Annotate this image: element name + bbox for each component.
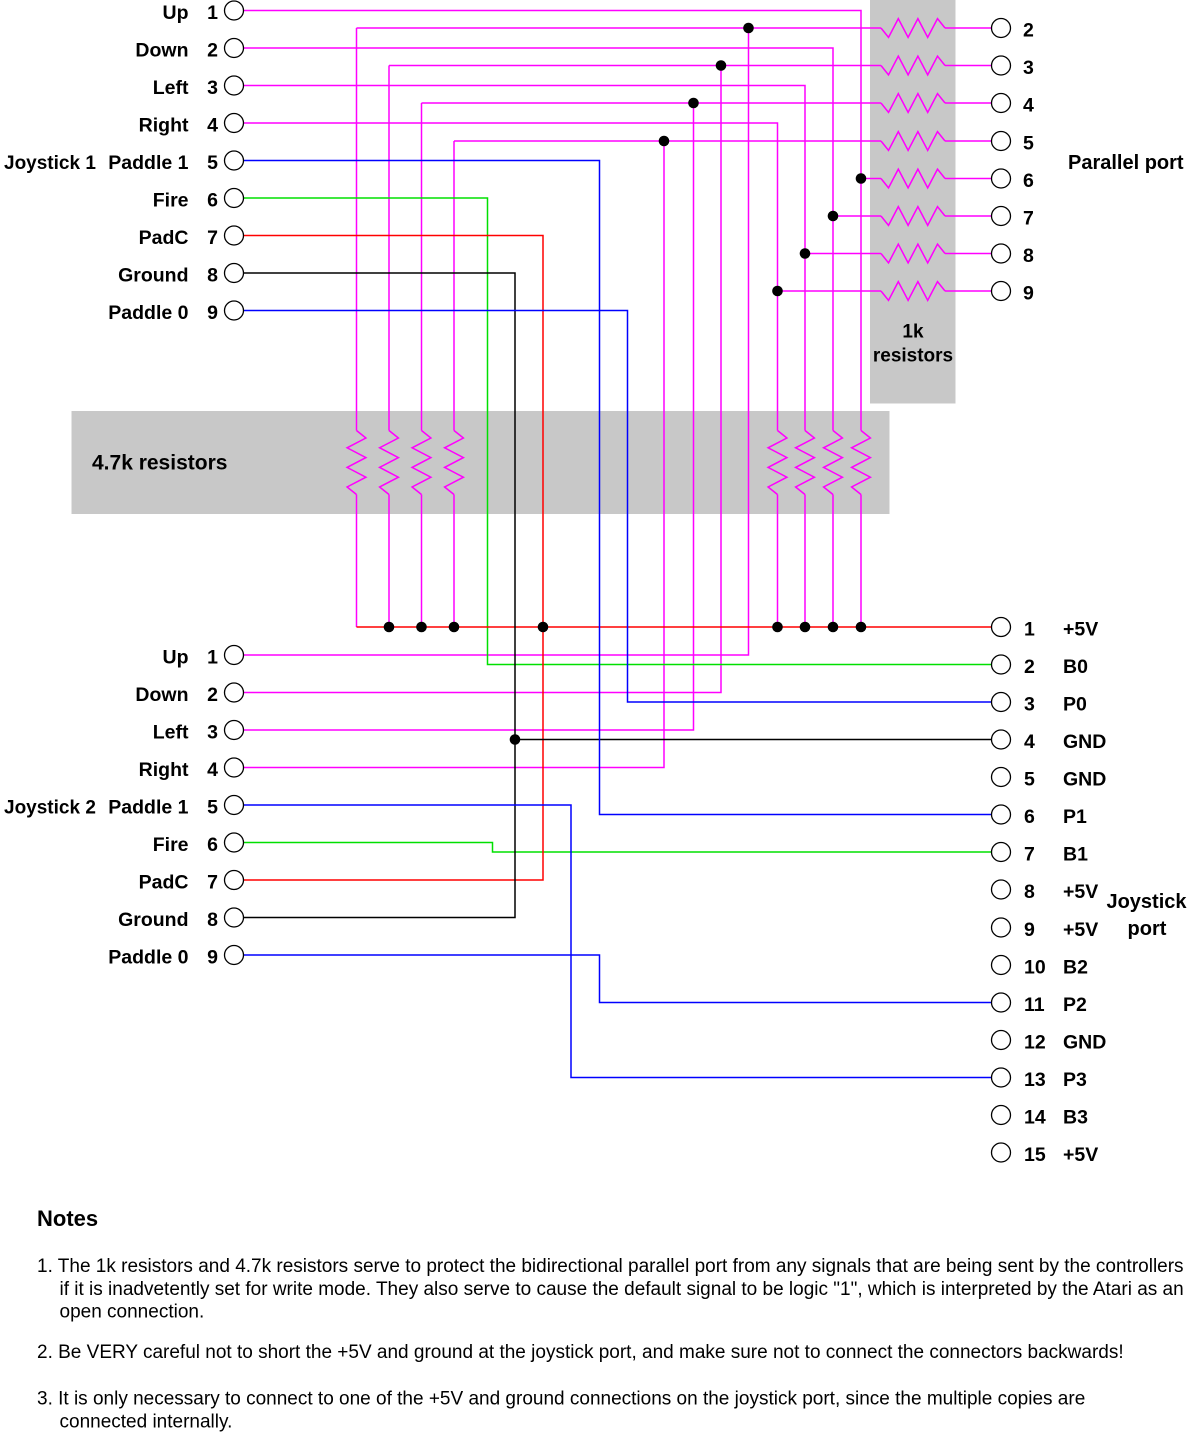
- svg-text:B3: B3: [1063, 1107, 1088, 1129]
- svg-text:B1: B1: [1063, 844, 1088, 866]
- svg-text:8: 8: [1023, 245, 1034, 267]
- svg-text:Joystick 2: Joystick 2: [4, 798, 96, 819]
- svg-text:2. Be VERY careful not to shor: 2. Be VERY careful not to short the +5V …: [37, 1342, 1124, 1363]
- svg-text:if it is inadvetently set for: if it is inadvetently set for write mode…: [60, 1279, 1184, 1300]
- svg-text:9: 9: [207, 302, 218, 324]
- svg-text:4: 4: [207, 115, 218, 137]
- svg-text:Ground: Ground: [118, 265, 188, 287]
- svg-text:1. The 1k resistors and 4.7k r: 1. The 1k resistors and 4.7k resistors s…: [37, 1256, 1184, 1277]
- svg-text:Paddle 0: Paddle 0: [108, 947, 188, 969]
- svg-text:7: 7: [207, 227, 218, 249]
- svg-text:Up: Up: [163, 647, 189, 669]
- svg-text:Ground: Ground: [118, 909, 188, 931]
- svg-text:resistors: resistors: [873, 346, 953, 367]
- svg-text:10: 10: [1024, 957, 1046, 979]
- svg-text:3: 3: [207, 722, 218, 744]
- svg-text:GND: GND: [1063, 1032, 1106, 1054]
- svg-text:Down: Down: [135, 40, 188, 62]
- svg-text:P1: P1: [1063, 806, 1087, 828]
- svg-text:6: 6: [207, 190, 218, 212]
- svg-text:9: 9: [1024, 919, 1035, 941]
- svg-text:5: 5: [1023, 133, 1034, 155]
- svg-text:Parallel port: Parallel port: [1068, 152, 1184, 174]
- svg-text:PadC: PadC: [139, 227, 189, 249]
- svg-text:2: 2: [1023, 20, 1034, 42]
- svg-text:3: 3: [207, 77, 218, 99]
- svg-text:4: 4: [1023, 95, 1034, 117]
- svg-text:6: 6: [1024, 806, 1035, 828]
- svg-text:4: 4: [207, 759, 218, 781]
- svg-text:+5V: +5V: [1063, 881, 1098, 903]
- svg-text:Paddle 1: Paddle 1: [108, 152, 188, 174]
- svg-text:Fire: Fire: [153, 834, 189, 856]
- svg-text:Paddle 1: Paddle 1: [108, 797, 188, 819]
- svg-text:3: 3: [1024, 694, 1035, 716]
- svg-text:PadC: PadC: [139, 872, 189, 894]
- svg-text:Left: Left: [153, 722, 189, 744]
- svg-text:Down: Down: [135, 684, 188, 706]
- svg-text:15: 15: [1024, 1144, 1046, 1166]
- svg-text:7: 7: [207, 872, 218, 894]
- svg-text:+5V: +5V: [1063, 619, 1098, 641]
- svg-text:12: 12: [1024, 1032, 1046, 1054]
- svg-text:13: 13: [1024, 1069, 1046, 1091]
- svg-text:port: port: [1128, 918, 1167, 940]
- svg-text:Fire: Fire: [153, 190, 189, 212]
- svg-text:8: 8: [207, 265, 218, 287]
- svg-text:1k: 1k: [902, 322, 924, 343]
- svg-text:Left: Left: [153, 77, 189, 99]
- svg-text:14: 14: [1024, 1107, 1046, 1129]
- svg-text:2: 2: [207, 684, 218, 706]
- svg-text:4: 4: [1024, 731, 1035, 753]
- svg-text:GND: GND: [1063, 731, 1106, 753]
- svg-text:6: 6: [1023, 170, 1034, 192]
- svg-text:1: 1: [1024, 619, 1035, 641]
- svg-text:P2: P2: [1063, 994, 1087, 1016]
- svg-text:P0: P0: [1063, 694, 1087, 716]
- svg-text:Notes: Notes: [37, 1206, 98, 1231]
- svg-text:Right: Right: [139, 115, 189, 137]
- svg-text:9: 9: [1023, 283, 1034, 305]
- svg-text:3: 3: [1023, 57, 1034, 79]
- svg-text:connected internally.: connected internally.: [60, 1411, 233, 1432]
- svg-text:9: 9: [207, 947, 218, 969]
- svg-text:8: 8: [207, 909, 218, 931]
- svg-text:GND: GND: [1063, 769, 1106, 791]
- svg-text:2: 2: [1024, 656, 1035, 678]
- svg-text:+5V: +5V: [1063, 1144, 1098, 1166]
- svg-text:B2: B2: [1063, 957, 1088, 979]
- svg-text:1: 1: [207, 2, 218, 24]
- svg-text:5: 5: [207, 152, 218, 174]
- svg-text:11: 11: [1024, 994, 1045, 1016]
- svg-text:8: 8: [1024, 881, 1035, 903]
- svg-text:7: 7: [1023, 208, 1034, 230]
- svg-text:Up: Up: [163, 2, 189, 24]
- svg-text:B0: B0: [1063, 656, 1088, 678]
- svg-text:7: 7: [1024, 844, 1035, 866]
- svg-text:4.7k resistors: 4.7k resistors: [92, 452, 227, 475]
- svg-text:open connection.: open connection.: [60, 1302, 205, 1323]
- svg-text:3. It is only necessary to con: 3. It is only necessary to connect to on…: [37, 1388, 1085, 1409]
- svg-text:5: 5: [207, 797, 218, 819]
- svg-text:+5V: +5V: [1063, 919, 1098, 941]
- svg-text:Joystick: Joystick: [1106, 891, 1187, 913]
- svg-text:1: 1: [207, 647, 218, 669]
- svg-text:6: 6: [207, 834, 218, 856]
- svg-text:5: 5: [1024, 769, 1035, 791]
- svg-text:Joystick 1: Joystick 1: [4, 153, 96, 174]
- svg-text:Paddle 0: Paddle 0: [108, 302, 188, 324]
- svg-text:Right: Right: [139, 759, 189, 781]
- svg-text:2: 2: [207, 40, 218, 62]
- svg-text:P3: P3: [1063, 1069, 1087, 1091]
